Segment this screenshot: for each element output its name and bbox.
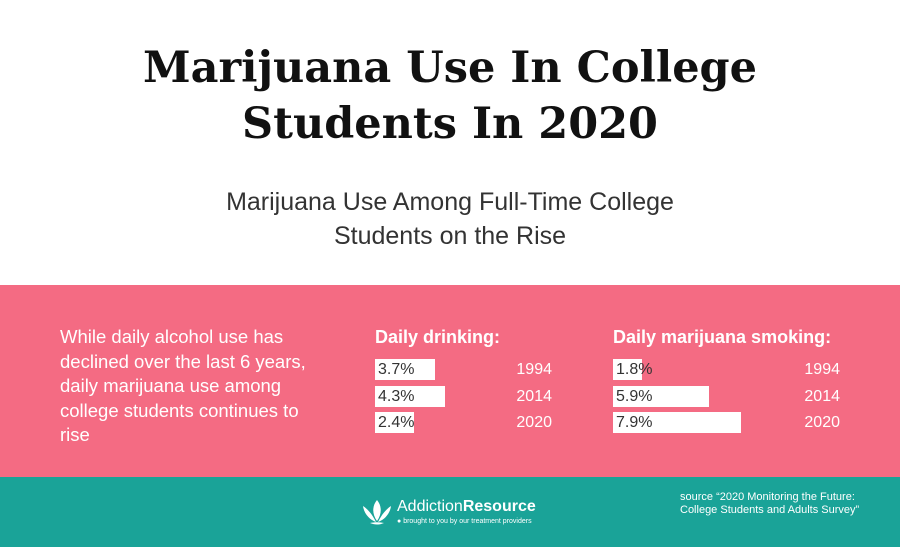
drinking-year-label: 1994 xyxy=(516,361,552,378)
marijuana-year-label: 2014 xyxy=(804,388,840,405)
marijuana-value-label: 5.9% xyxy=(616,388,653,405)
lotus-icon xyxy=(363,500,391,525)
title-line-2: Students In 2020 xyxy=(242,99,658,149)
stats-band xyxy=(0,285,900,477)
footer xyxy=(0,477,900,547)
drinking-value-label: 2.4% xyxy=(378,414,415,431)
marijuana-value-label: 7.9% xyxy=(616,414,653,431)
intro-text: While daily alcohol use has declined ove… xyxy=(60,326,306,445)
drinking-value-label: 3.7% xyxy=(378,361,415,378)
logo-tagline: ● brought to you by our treatment provid… xyxy=(397,518,532,525)
drinking-year-label: 2020 xyxy=(516,414,552,431)
subtitle-line-2: Students on the Rise xyxy=(333,222,567,250)
marijuana-bar: 5.9% xyxy=(613,386,709,407)
marijuana-chart-title: Daily marijuana smoking: xyxy=(613,327,832,347)
marijuana-bar: 1.8% xyxy=(613,359,652,380)
drinking-bar: 3.7% xyxy=(375,359,435,380)
marijuana-value-label: 1.8% xyxy=(616,361,653,378)
logo-name-bold: Resource xyxy=(462,498,536,515)
source-note: source “2020 Monitoring the Future: Coll… xyxy=(680,491,860,516)
logo-name-regular: Addiction xyxy=(397,498,463,515)
drinking-bar: 4.3% xyxy=(375,386,445,407)
logo-wordmark: AddictionResource xyxy=(397,498,536,516)
marijuana-bar: 7.9% xyxy=(613,412,741,433)
drinking-year-label: 2014 xyxy=(516,388,552,405)
drinking-chart-title: Daily drinking: xyxy=(375,327,501,347)
subtitle-line-1: Marijuana Use Among Full-Time College xyxy=(226,188,674,216)
drinking-bar: 2.4% xyxy=(375,412,414,433)
title-line-1: Marijuana Use In College xyxy=(143,43,757,93)
drinking-value-label: 4.3% xyxy=(378,388,415,405)
logo-tagline-text: brought to you by our treatment provider… xyxy=(403,518,532,525)
marijuana-year-label: 2020 xyxy=(804,414,840,431)
marijuana-year-label: 1994 xyxy=(804,361,840,378)
